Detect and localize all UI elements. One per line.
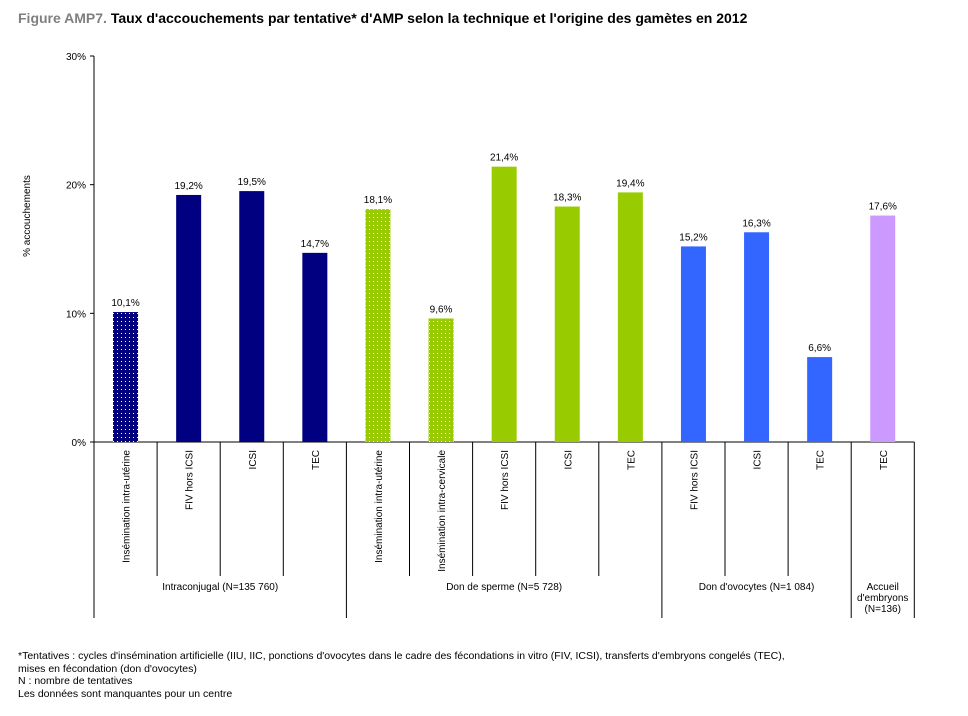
bar — [302, 252, 328, 442]
bar — [428, 318, 454, 442]
bar — [680, 246, 706, 442]
group-label: Don de sperme (N=5 728) — [446, 582, 562, 593]
data-label: 6,6% — [808, 343, 831, 354]
category-label: ICSI — [248, 450, 259, 469]
footnotes: *Tentatives : cycles d'insémination arti… — [18, 650, 785, 700]
category-label: TEC — [816, 450, 827, 470]
bar — [239, 191, 265, 442]
data-label: 17,6% — [869, 202, 897, 213]
y-tick-label: 20% — [66, 181, 86, 192]
data-label: 21,4% — [490, 153, 518, 164]
footnote-line: mises en fécondation (don d'ovocytes) — [18, 662, 197, 675]
category-label: TEC — [879, 450, 890, 470]
bar — [554, 206, 580, 442]
data-label: 18,3% — [553, 193, 581, 204]
category-label: FIV hors ICSI — [185, 450, 196, 510]
category-label: ICSI — [563, 450, 574, 469]
data-label: 18,1% — [364, 195, 392, 206]
axes: 0% 10% 20% 30% % accouchements — [22, 52, 915, 618]
y-tick-label: 0% — [72, 438, 87, 449]
figure-title-text: Taux d'accouchements par tentative* d'AM… — [110, 10, 748, 26]
data-label: 10,1% — [111, 298, 139, 309]
bar — [870, 215, 896, 442]
category-label: TEC — [311, 450, 322, 470]
data-label: 14,7% — [301, 239, 329, 250]
data-label: 15,2% — [679, 232, 707, 243]
bar — [176, 194, 202, 442]
bar — [744, 232, 770, 442]
data-label: 19,4% — [616, 178, 644, 189]
data-label: 9,6% — [430, 304, 453, 315]
category-label: ICSI — [753, 450, 764, 469]
group-label: Accueil d'embryons (N=136) — [857, 582, 908, 615]
group-label: Don d'ovocytes (N=1 084) — [699, 582, 815, 593]
category-label: FIV hors ICSI — [500, 450, 511, 510]
data-label: 19,2% — [174, 181, 202, 192]
y-axis-title: % accouchements — [22, 175, 33, 257]
group-labels: Intraconjugal (N=135 760) Don de sperme (… — [162, 582, 908, 615]
figure-label: Figure AMP7. — [18, 10, 107, 26]
footnote-line: *Tentatives : cycles d'insémination arti… — [18, 650, 785, 662]
footnote-line: N : nombre de tentatives — [18, 675, 133, 687]
category-label: Insémination intra-cervicale — [437, 450, 448, 572]
bar — [113, 312, 139, 442]
bar — [807, 357, 833, 442]
category-labels: Insémination intra-utérine FIV hors ICSI I… — [122, 450, 890, 572]
bar — [365, 209, 391, 442]
category-label: TEC — [626, 450, 637, 470]
y-tick-label: 30% — [66, 52, 86, 63]
data-labels: 10,1% 19,2% 19,5% 14,7% 18,1% 9,6% 21,4% 18,3% 1… — [111, 153, 897, 354]
group-label: Intraconjugal (N=135 760) — [162, 582, 278, 593]
bar — [617, 192, 643, 442]
category-label: FIV hors ICSI — [689, 450, 700, 510]
y-tick-label: 10% — [66, 309, 86, 320]
category-label: Insémination intra-utérine — [374, 450, 385, 563]
chart-title: Figure AMP7. Taux d'accouchements par te… — [18, 10, 747, 26]
data-label: 19,5% — [238, 177, 266, 188]
category-label: Insémination intra-utérine — [122, 450, 133, 563]
bar-chart: 0% 10% 20% 30% % accouchements 10,1% 19,2% 19,… — [22, 52, 915, 618]
footnote-line: Les données sont manquantes pour un cent… — [18, 687, 233, 700]
data-label: 16,3% — [742, 218, 770, 229]
bar — [491, 166, 517, 443]
bars — [113, 166, 896, 443]
